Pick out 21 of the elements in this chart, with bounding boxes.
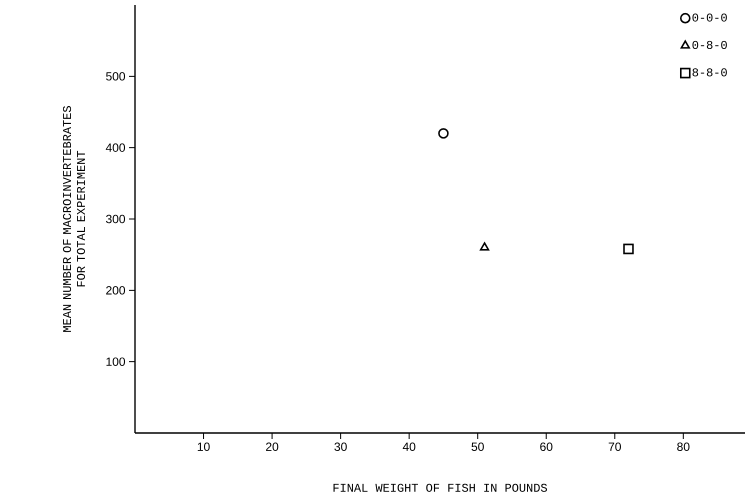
- y-tick-label: 100: [106, 357, 126, 366]
- point: [480, 242, 490, 251]
- x-tick-label: 30: [334, 442, 347, 451]
- y-tick-label: 300: [106, 214, 126, 224]
- y-tick-label: 400: [106, 143, 126, 152]
- x-tick-label: 80: [677, 442, 690, 451]
- x-tick-label: 60: [540, 442, 552, 451]
- y-tick-label: 200: [106, 286, 126, 295]
- y-tick-label: 500: [106, 72, 126, 81]
- x-tick-label: 40: [402, 442, 416, 451]
- x-tick-label: 10: [198, 442, 210, 451]
- x-tick-label: 70: [608, 442, 621, 451]
- x-tick-label: 20: [266, 442, 278, 451]
- legend-label: 8-8-0: [692, 68, 727, 76]
- y-axis-title: MEAN NUMBER OF MACROINVERTEBRATES FOR TOTAL EXPERIMENT: [62, 106, 86, 332]
- point: [623, 244, 634, 254]
- x-axis-title: FINAL WEIGHT OF FISH IN POUNDS: [334, 484, 547, 492]
- legend-label: 0-0-0: [692, 13, 727, 22]
- legend-label: 0-8-0: [692, 40, 727, 49]
- point: [438, 128, 449, 139]
- x-tick-label: 50: [472, 442, 484, 451]
